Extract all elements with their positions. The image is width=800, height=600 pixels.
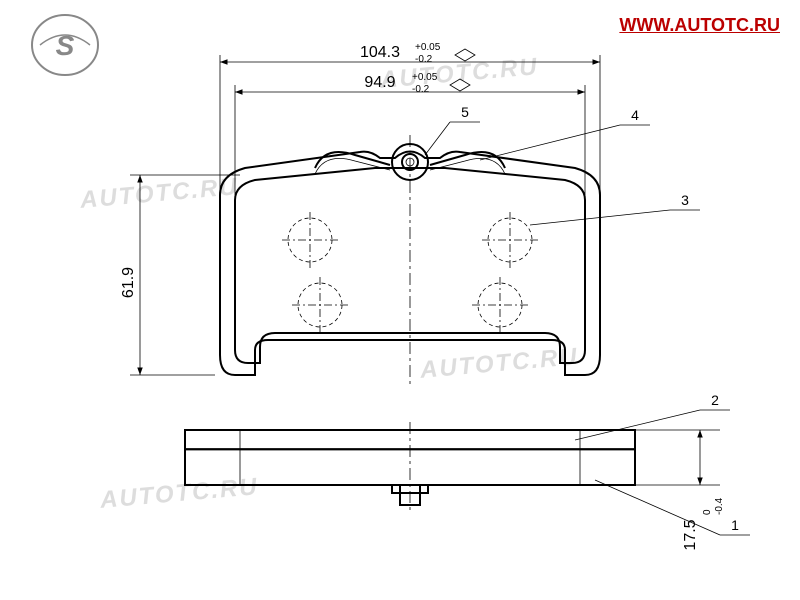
svg-text:104.3: 104.3 — [360, 44, 400, 61]
technical-drawing: 104.3+0.05-0.294.9+0.05-0.261.917.50-0.4… — [0, 0, 800, 600]
svg-text:-0.4: -0.4 — [714, 497, 725, 515]
svg-text:0: 0 — [702, 509, 713, 515]
svg-text:61.9: 61.9 — [120, 267, 137, 298]
svg-text:+0.05: +0.05 — [412, 72, 438, 83]
svg-text:4: 4 — [631, 107, 639, 123]
svg-text:17.5: 17.5 — [682, 519, 699, 550]
svg-text:-0.2: -0.2 — [412, 84, 430, 95]
svg-text:2: 2 — [711, 392, 719, 408]
svg-text:-0.2: -0.2 — [415, 54, 433, 65]
svg-text:94.9: 94.9 — [364, 74, 395, 91]
svg-text:5: 5 — [461, 104, 469, 120]
svg-text:1: 1 — [731, 517, 739, 533]
svg-text:+0.05: +0.05 — [415, 42, 441, 53]
svg-text:3: 3 — [681, 192, 689, 208]
